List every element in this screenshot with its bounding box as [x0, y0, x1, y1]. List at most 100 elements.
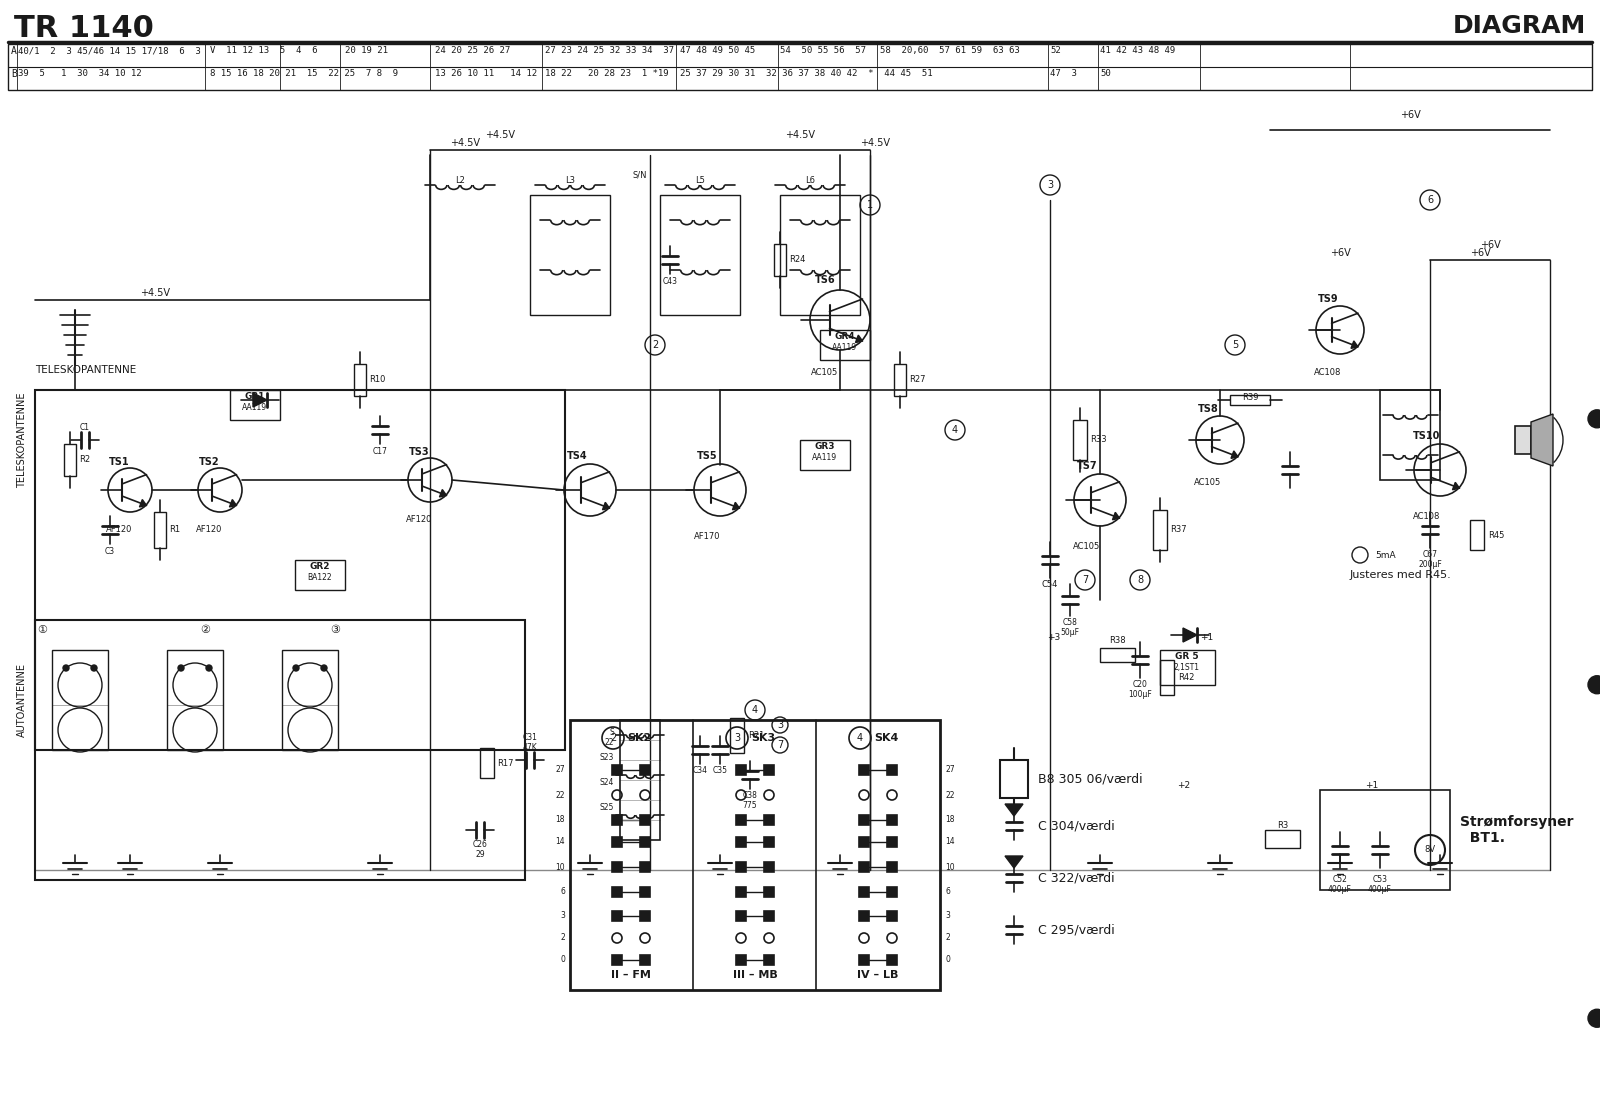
Text: TS10: TS10: [1413, 431, 1440, 441]
Bar: [530, 195, 610, 315]
Bar: [166, 650, 222, 750]
Text: 3: 3: [734, 733, 741, 743]
Text: R37: R37: [1170, 525, 1187, 534]
Text: S25: S25: [600, 803, 614, 812]
Bar: [859, 765, 869, 774]
Text: R10: R10: [370, 376, 386, 384]
Text: C67
200μF: C67 200μF: [1418, 550, 1442, 570]
Text: TS3: TS3: [408, 447, 429, 456]
Bar: [1160, 650, 1214, 685]
Text: 2: 2: [651, 340, 658, 350]
Text: TR 1140: TR 1140: [14, 14, 154, 43]
Bar: [1230, 394, 1270, 406]
Bar: [736, 911, 746, 921]
Bar: [765, 837, 774, 847]
Text: AF170: AF170: [694, 532, 720, 541]
Text: C43: C43: [662, 277, 677, 286]
Text: R27: R27: [909, 376, 925, 384]
Text: C34: C34: [693, 766, 707, 774]
Bar: [64, 444, 77, 476]
Polygon shape: [1005, 856, 1022, 868]
Bar: [765, 862, 774, 872]
Polygon shape: [139, 500, 147, 507]
Text: 2: 2: [946, 934, 950, 943]
Text: 41 42 43 48 49: 41 42 43 48 49: [1101, 47, 1176, 55]
Text: SK4: SK4: [874, 733, 898, 743]
Text: C20
100μF: C20 100μF: [1128, 680, 1152, 699]
Bar: [611, 955, 622, 965]
Bar: [282, 650, 338, 750]
Text: IV – LB: IV – LB: [858, 970, 899, 979]
Text: 0: 0: [560, 955, 565, 964]
Polygon shape: [253, 393, 267, 407]
Text: 8 15 16 18 20 21  15  22 25  7 8  9: 8 15 16 18 20 21 15 22 25 7 8 9: [210, 69, 398, 78]
Text: 3: 3: [946, 912, 950, 921]
Bar: [154, 512, 166, 548]
Text: 4: 4: [858, 733, 862, 743]
Bar: [736, 888, 746, 897]
Text: S/N: S/N: [632, 170, 648, 179]
Bar: [51, 650, 109, 750]
Text: AA119: AA119: [243, 403, 267, 412]
Bar: [859, 888, 869, 897]
Bar: [765, 888, 774, 897]
Bar: [886, 911, 898, 921]
Bar: [1074, 420, 1086, 460]
Text: R24: R24: [789, 256, 805, 265]
Text: +2: +2: [1178, 780, 1190, 790]
Bar: [640, 955, 650, 965]
Text: AA119: AA119: [832, 343, 858, 352]
Bar: [765, 765, 774, 774]
Bar: [765, 815, 774, 825]
Bar: [35, 620, 525, 880]
Text: R2: R2: [78, 455, 90, 464]
Bar: [886, 815, 898, 825]
Text: R42: R42: [1178, 673, 1194, 681]
Text: +4.5V: +4.5V: [786, 130, 814, 140]
Text: R39: R39: [1242, 393, 1258, 402]
Text: III – MB: III – MB: [733, 970, 778, 979]
Text: +4.5V: +4.5V: [141, 288, 170, 298]
Text: 3: 3: [560, 912, 565, 921]
Bar: [640, 862, 650, 872]
Text: 25 37 29 30 31  32 36 37 38 40 42  *  44 45  51: 25 37 29 30 31 32 36 37 38 40 42 * 44 45…: [680, 69, 933, 78]
Text: 6: 6: [1427, 195, 1434, 205]
Text: GR4: GR4: [835, 332, 856, 341]
Bar: [354, 365, 366, 396]
Text: C3: C3: [106, 547, 115, 556]
Text: 2,1ST1: 2,1ST1: [1174, 663, 1200, 671]
Text: 1: 1: [867, 201, 874, 211]
Text: 5mA: 5mA: [1374, 551, 1395, 560]
Text: AC105: AC105: [1074, 542, 1101, 551]
Text: 7: 7: [1082, 575, 1088, 585]
Text: 27: 27: [555, 766, 565, 774]
Text: TELESKOPANTENNE: TELESKOPANTENNE: [18, 392, 27, 488]
Polygon shape: [1531, 414, 1554, 466]
Bar: [35, 390, 565, 750]
Bar: [765, 911, 774, 921]
Text: 52: 52: [1050, 47, 1061, 55]
Text: C17: C17: [373, 447, 387, 456]
Bar: [819, 330, 870, 360]
Text: C54: C54: [1042, 579, 1058, 589]
Bar: [859, 815, 869, 825]
Text: 4: 4: [952, 425, 958, 435]
Polygon shape: [1112, 512, 1120, 520]
Bar: [8, 44, 1592, 90]
Text: AA119: AA119: [813, 453, 837, 462]
Text: TELESKOPANTENNE: TELESKOPANTENNE: [35, 365, 136, 375]
Text: C58
50μF: C58 50μF: [1061, 618, 1080, 637]
Text: 8: 8: [1138, 575, 1142, 585]
Text: Justeres med R45.: Justeres med R45.: [1350, 570, 1451, 579]
Text: +4.5V: +4.5V: [450, 138, 480, 148]
Text: BA122: BA122: [307, 573, 333, 582]
Text: 2: 2: [610, 733, 616, 743]
Text: 3: 3: [778, 720, 782, 730]
Polygon shape: [1005, 804, 1022, 815]
Text: 8V: 8V: [1424, 845, 1435, 854]
Text: R17: R17: [498, 759, 514, 768]
Text: ②: ②: [200, 625, 210, 635]
Circle shape: [91, 665, 98, 671]
Text: 7: 7: [778, 740, 782, 750]
Bar: [570, 720, 941, 991]
